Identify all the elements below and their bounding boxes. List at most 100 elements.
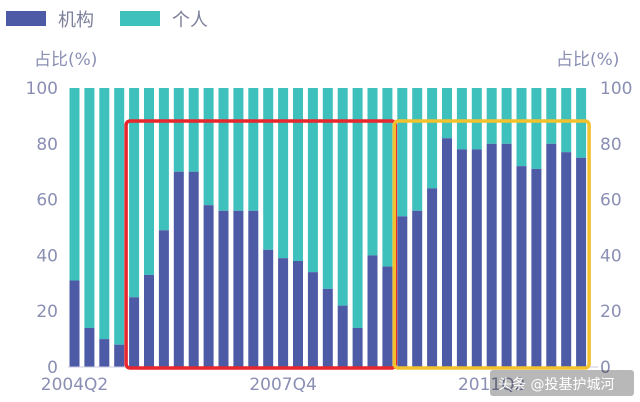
left-y-axis: 100 80 60 40 20 0 [26,79,58,378]
bar-individual [263,88,274,250]
legend-swatch-individual [120,11,160,26]
bar-individual [84,88,95,328]
y-tick-left: 60 [36,191,58,211]
bar-institution [397,216,408,367]
bar-individual [427,88,438,189]
bar-institution [278,258,289,367]
y-tick-left: 40 [36,246,58,266]
y-tick-right: 20 [600,302,622,322]
bar-individual [456,88,467,150]
bar-institution [173,171,184,367]
bar-individual [382,88,393,267]
bar-institution [144,274,154,367]
highlight-box-yellow [392,119,591,370]
bar-institution [382,266,393,367]
bar-institution [248,210,259,367]
legend-swatch-institution [6,11,46,26]
bar-institution [531,168,542,367]
bar-individual [516,88,527,167]
bar-institution [442,138,452,367]
y-tick-left: 80 [36,135,58,155]
bar-individual [486,88,497,144]
bar-individual [203,88,214,206]
right-axis-unit: 占比(%) [556,50,619,70]
right-y-axis: 100 80 60 40 20 0 [600,79,632,378]
bar-individual [158,88,169,231]
bar-individual [233,88,244,211]
y-tick-left: 100 [26,79,58,99]
bar-individual [114,88,125,345]
bar-institution [114,344,125,367]
bar-individual [531,88,542,169]
bar-institution [471,149,482,367]
bar-institution [337,305,348,367]
bar-institution [188,171,199,367]
bar-institution [69,280,80,367]
watermark-text: 头条 @投基护城河 [498,376,614,393]
bar-individual [546,88,557,144]
bar-institution [322,288,333,367]
y-tick-right: 40 [600,246,622,266]
bar-individual [471,88,482,150]
bar-institution [486,143,497,367]
bar-institution [218,210,229,367]
bar-institution [129,297,140,367]
bar-institution [427,188,438,367]
bar-institution [293,260,303,367]
bar-institution [501,143,512,367]
bar-individual [278,88,289,259]
bar-institution [456,149,467,367]
bar-institution [576,157,587,367]
bar-institution [233,210,244,367]
bar-institution [203,205,214,367]
y-tick-right: 60 [600,191,622,211]
bar-individual [397,88,408,217]
watermark: 头条 @投基护城河 [490,370,634,396]
bar-individual [144,88,154,275]
bar-individual [352,88,363,328]
bar-individual [293,88,303,261]
x-tick-label: 2004Q2 [41,375,108,395]
bar-individual [367,88,378,256]
y-tick-left: 0 [47,358,58,378]
left-axis-unit: 占比(%) [34,50,97,70]
bar-institution [84,327,95,367]
bar-institution [561,152,572,367]
legend-label-individual: 个人 [172,10,208,31]
bar-individual [576,88,587,158]
y-tick-right: 100 [600,79,632,99]
bar-individual [442,88,452,139]
bar-group [69,88,587,367]
bar-individual [69,88,80,281]
y-tick-right: 80 [600,135,622,155]
bar-institution [352,327,363,367]
watermark-backdrop [490,370,634,396]
bar-individual [501,88,512,144]
bar-individual [173,88,184,172]
bar-individual [412,88,423,211]
bar-institution [546,143,557,367]
bar-individual [248,88,259,211]
bar-institution [367,255,378,367]
y-tick-right: 0 [600,358,611,378]
highlight-boxes [124,119,591,370]
bar-individual [218,88,229,211]
bar-individual [188,88,199,172]
bar-individual [337,88,348,306]
bar-institution [516,166,527,367]
bar-institution [99,339,110,367]
bar-individual [307,88,318,273]
bar-institution [307,272,318,367]
x-tick-label: 2011Q2 [458,375,525,395]
legend-label-institution: 机构 [58,10,94,31]
bar-individual [129,88,140,298]
bar-institution [263,249,274,367]
bar-institution [412,210,423,367]
bar-individual [99,88,110,340]
x-tick-label: 2007Q4 [249,375,316,395]
legend: 机构 个人 [6,10,208,31]
y-tick-left: 20 [36,302,58,322]
x-axis: 2004Q22007Q42011Q22014Q42018Q2 [41,375,526,395]
bar-institution [158,230,169,367]
